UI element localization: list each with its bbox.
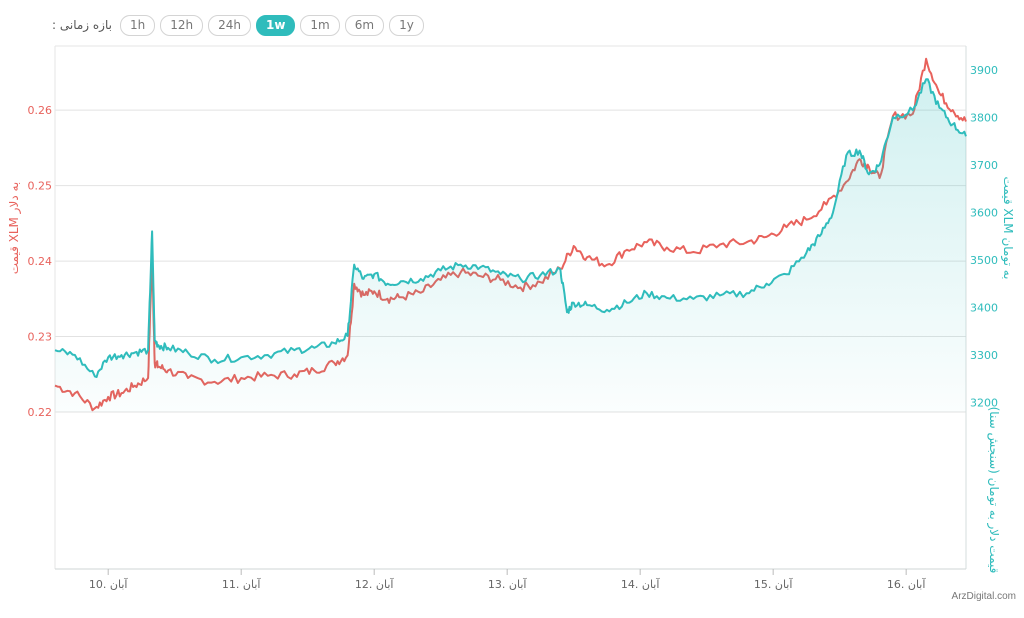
time-range-selector: : بازه زمانی 1h 12h 24h 1w 1m 6m 1y bbox=[52, 14, 424, 36]
x-tick-label: 12. آبان bbox=[355, 577, 394, 591]
y-right-tick-label: 3600 bbox=[970, 206, 998, 219]
y-left-tick-label: 0.26 bbox=[28, 104, 53, 117]
range-button-1w[interactable]: 1w bbox=[255, 14, 296, 36]
range-button-6m[interactable]: 6m bbox=[344, 14, 385, 36]
y-axis-left-title: قیمت XLM به دلار bbox=[7, 182, 22, 275]
range-button-12h[interactable]: 12h bbox=[160, 14, 204, 36]
y-right-tick-label: 3500 bbox=[970, 254, 998, 267]
range-button-1y[interactable]: 1y bbox=[389, 14, 424, 36]
x-tick-label: 11. آبان bbox=[222, 577, 261, 591]
x-tick-label: 14. آبان bbox=[621, 577, 660, 591]
y-left-tick-label: 0.25 bbox=[28, 180, 53, 193]
x-tick-label: 15. آبان bbox=[754, 577, 793, 591]
y-axis-right-title: قیمت XLM به تومان bbox=[1000, 177, 1015, 280]
x-tick-label: 16. آبان bbox=[887, 577, 926, 591]
y-right-tick-label: 3200 bbox=[970, 396, 998, 409]
series-group bbox=[54, 57, 967, 412]
x-tick-label: 13. آبان bbox=[488, 577, 527, 591]
x-tick-label: 10. آبان bbox=[89, 577, 128, 591]
toman-price-line bbox=[54, 78, 967, 378]
y-axis-right-lower-title: قیمت دلار به تومان (سنجش سنا) bbox=[986, 407, 1001, 574]
chart-axes: 0.22 0.23 0.24 0.25 0.26 3200 3300 3400 3500 3600… bbox=[28, 45, 998, 591]
axis-labels: قیمت XLM به دلار قیمت XLM به تومان قیمت … bbox=[7, 177, 1015, 574]
y-right-tick-label: 3700 bbox=[970, 159, 998, 172]
y-left-tick-label: 0.22 bbox=[28, 406, 53, 419]
range-button-24h[interactable]: 24h bbox=[208, 14, 251, 36]
toman-area-fill bbox=[55, 79, 966, 412]
y-right-tick-label: 3800 bbox=[970, 111, 998, 124]
y-right-tick-label: 3400 bbox=[970, 301, 998, 314]
y-right-tick-label: 3300 bbox=[970, 349, 998, 362]
watermark: ArzDigital.com bbox=[951, 591, 1016, 602]
y-left-tick-label: 0.24 bbox=[28, 255, 53, 268]
y-right-tick-label: 3900 bbox=[970, 64, 998, 77]
y-left-tick-label: 0.23 bbox=[28, 331, 53, 344]
range-button-1m[interactable]: 1m bbox=[300, 14, 340, 36]
time-range-label: : بازه زمانی bbox=[52, 18, 112, 32]
range-button-1h[interactable]: 1h bbox=[119, 14, 156, 36]
